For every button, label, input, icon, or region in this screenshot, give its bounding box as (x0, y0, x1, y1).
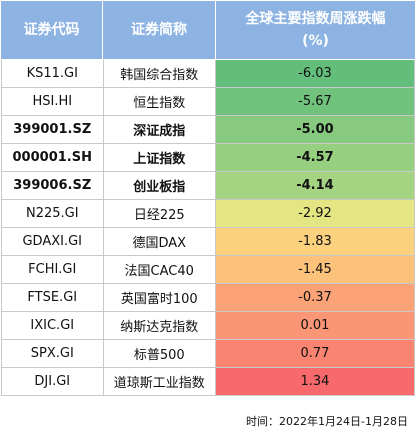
cell-name: 日经225 (104, 200, 216, 227)
cell-change-value: -4.14 (215, 172, 414, 199)
cell-name: 法国CAC40 (104, 256, 216, 283)
table-row: 399001.SZ 深证成指 -5.00 (2, 116, 414, 144)
cell-code: GDAXI.GI (2, 228, 104, 255)
header-change-unit: (%) (302, 33, 329, 49)
table-row: HSI.HI 恒生指数 -5.67 (2, 88, 414, 116)
index-weekly-change-table: 证券代码 证券简称 全球主要指数周涨跌幅 (%) KS11.GI 韩国综合指数 -6… (1, 1, 415, 396)
cell-name: 恒生指数 (104, 88, 216, 115)
cell-change-value: 0.01 (215, 312, 414, 339)
table-row: FTSE.GI 英国富时100 -0.37 (2, 284, 414, 312)
table-row: IXIC.GI 纳斯达克指数 0.01 (2, 312, 414, 340)
cell-code: 399001.SZ (2, 116, 104, 143)
table-row: FCHI.GI 法国CAC40 -1.45 (2, 256, 414, 284)
cell-code: 000001.SH (2, 144, 104, 171)
header-change: 全球主要指数周涨跌幅 (%) (216, 1, 415, 59)
table-row: DJI.GI 道琼斯工业指数 1.34 (2, 368, 414, 396)
cell-name: 韩国综合指数 (104, 60, 216, 87)
cell-change-value: -1.83 (215, 228, 414, 255)
header-change-title: 全球主要指数周涨跌幅 (245, 11, 386, 27)
cell-code: KS11.GI (2, 60, 104, 87)
cell-name: 德国DAX (104, 228, 216, 255)
cell-change-value: -2.92 (215, 200, 414, 227)
table-row: GDAXI.GI 德国DAX -1.83 (2, 228, 414, 256)
cell-change-value: -5.67 (215, 88, 414, 115)
time-footnote: 时间：2022年1月24日-1月28日 (246, 415, 408, 428)
table-row: 399006.SZ 创业板指 -4.14 (2, 172, 414, 200)
cell-change-value: -5.00 (215, 116, 414, 143)
table-body: KS11.GI 韩国综合指数 -6.03 HSI.HI 恒生指数 -5.67 399001.… (1, 60, 415, 396)
table-row: KS11.GI 韩国综合指数 -6.03 (2, 60, 414, 88)
cell-name: 深证成指 (104, 116, 216, 143)
cell-code: 399006.SZ (2, 172, 104, 199)
cell-name: 道琼斯工业指数 (104, 368, 216, 395)
cell-code: IXIC.GI (2, 312, 104, 339)
cell-name: 纳斯达克指数 (104, 312, 216, 339)
header-name: 证券简称 (103, 1, 216, 59)
table-row: SPX.GI 标普500 0.77 (2, 340, 414, 368)
cell-change-value: -6.03 (215, 60, 414, 87)
header-code: 证券代码 (1, 1, 103, 59)
cell-code: FTSE.GI (2, 284, 104, 311)
cell-change-value: -4.57 (215, 144, 414, 171)
table-row: N225.GI 日经225 -2.92 (2, 200, 414, 228)
cell-code: N225.GI (2, 200, 104, 227)
cell-code: DJI.GI (2, 368, 104, 395)
cell-code: FCHI.GI (2, 256, 104, 283)
cell-name: 上证指数 (104, 144, 216, 171)
table-header: 证券代码 证券简称 全球主要指数周涨跌幅 (%) (1, 1, 415, 60)
cell-name: 英国富时100 (104, 284, 216, 311)
cell-change-value: -0.37 (215, 284, 414, 311)
cell-name: 创业板指 (104, 172, 216, 199)
cell-code: SPX.GI (2, 340, 104, 367)
table-row: 000001.SH 上证指数 -4.57 (2, 144, 414, 172)
cell-name: 标普500 (104, 340, 216, 367)
cell-code: HSI.HI (2, 88, 104, 115)
cell-change-value: -1.45 (215, 256, 414, 283)
cell-change-value: 1.34 (215, 368, 414, 395)
cell-change-value: 0.77 (215, 340, 414, 367)
